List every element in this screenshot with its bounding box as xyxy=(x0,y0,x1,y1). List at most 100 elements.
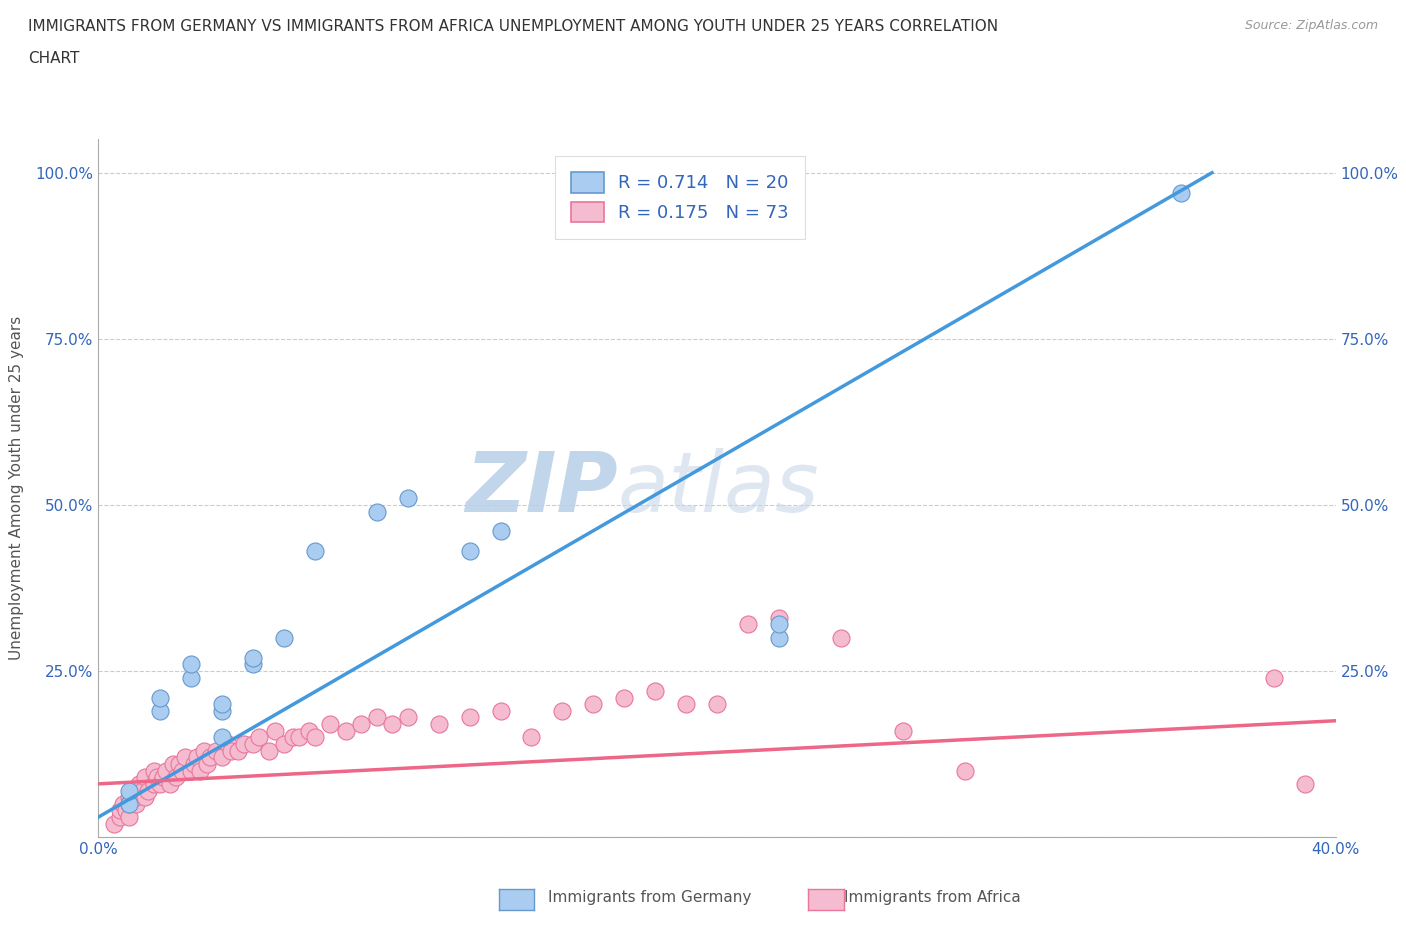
Text: IMMIGRANTS FROM GERMANY VS IMMIGRANTS FROM AFRICA UNEMPLOYMENT AMONG YOUTH UNDER: IMMIGRANTS FROM GERMANY VS IMMIGRANTS FR… xyxy=(28,19,998,33)
Point xyxy=(217,737,239,751)
Point xyxy=(257,743,280,758)
Point xyxy=(180,764,202,778)
Point xyxy=(273,631,295,645)
Text: CHART: CHART xyxy=(28,51,80,66)
Text: atlas: atlas xyxy=(619,447,820,529)
Point xyxy=(159,777,181,791)
Point xyxy=(118,783,141,798)
Point xyxy=(1263,671,1285,685)
Point xyxy=(149,690,172,705)
Point xyxy=(768,617,790,631)
Point xyxy=(211,703,233,718)
Point xyxy=(180,671,202,685)
Point xyxy=(396,491,419,506)
Point xyxy=(706,697,728,711)
Point xyxy=(165,770,187,785)
Point xyxy=(768,610,790,625)
Point xyxy=(134,790,156,804)
Point xyxy=(155,764,177,778)
Point xyxy=(170,764,193,778)
Point xyxy=(350,717,373,732)
Point xyxy=(283,730,305,745)
Point xyxy=(613,690,636,705)
Point xyxy=(737,617,759,631)
Point xyxy=(242,650,264,665)
Point xyxy=(366,710,388,724)
Point xyxy=(118,790,141,804)
Point xyxy=(103,817,125,831)
Point xyxy=(162,756,184,771)
Point xyxy=(108,803,131,817)
Point xyxy=(195,756,218,771)
Point xyxy=(211,697,233,711)
Y-axis label: Unemployment Among Youth under 25 years: Unemployment Among Youth under 25 years xyxy=(10,316,24,660)
Point xyxy=(304,730,326,745)
Point xyxy=(149,777,172,791)
Point xyxy=(121,783,143,798)
Point xyxy=(304,544,326,559)
Point xyxy=(131,783,153,798)
Point xyxy=(211,750,233,764)
Point xyxy=(242,737,264,751)
Point xyxy=(167,756,190,771)
Point xyxy=(953,764,976,778)
Legend: R = 0.714   N = 20, R = 0.175   N = 73: R = 0.714 N = 20, R = 0.175 N = 73 xyxy=(555,155,806,239)
Point xyxy=(366,504,388,519)
Point xyxy=(273,737,295,751)
Point xyxy=(582,697,605,711)
Point xyxy=(458,710,481,724)
Point xyxy=(675,697,697,711)
Point xyxy=(489,524,512,538)
Point xyxy=(830,631,852,645)
Point xyxy=(108,810,131,825)
Text: Source: ZipAtlas.com: Source: ZipAtlas.com xyxy=(1244,19,1378,32)
Point xyxy=(458,544,481,559)
Point xyxy=(211,730,233,745)
Point xyxy=(427,717,450,732)
Point xyxy=(298,724,321,738)
Point xyxy=(112,796,135,811)
Point xyxy=(768,631,790,645)
Point xyxy=(183,756,205,771)
Point xyxy=(319,717,342,732)
Point xyxy=(205,743,228,758)
Point xyxy=(152,770,174,785)
Point xyxy=(186,750,208,764)
Point xyxy=(396,710,419,724)
Point xyxy=(143,777,166,791)
Point xyxy=(124,796,146,811)
Point xyxy=(288,730,311,745)
Point xyxy=(118,796,141,811)
Point xyxy=(180,657,202,671)
Point xyxy=(193,743,215,758)
Point xyxy=(226,743,249,758)
Point xyxy=(489,703,512,718)
Point xyxy=(190,764,212,778)
Point xyxy=(232,737,254,751)
Point xyxy=(263,724,285,738)
Point xyxy=(247,730,270,745)
Point xyxy=(115,803,138,817)
Point xyxy=(1170,185,1192,200)
Point xyxy=(143,764,166,778)
Point xyxy=(644,684,666,698)
Point xyxy=(118,810,141,825)
Point xyxy=(146,770,169,785)
Point xyxy=(520,730,543,745)
Point xyxy=(1294,777,1316,791)
Point xyxy=(124,790,146,804)
Point xyxy=(149,703,172,718)
Point xyxy=(174,750,197,764)
Point xyxy=(134,770,156,785)
Point xyxy=(221,743,243,758)
Point xyxy=(198,750,221,764)
Text: ZIP: ZIP xyxy=(465,447,619,529)
Point xyxy=(136,783,159,798)
Text: Immigrants from Germany: Immigrants from Germany xyxy=(548,890,752,905)
Point xyxy=(335,724,357,738)
Point xyxy=(551,703,574,718)
Point xyxy=(242,657,264,671)
Point xyxy=(118,796,141,811)
Point xyxy=(891,724,914,738)
Point xyxy=(128,777,150,791)
